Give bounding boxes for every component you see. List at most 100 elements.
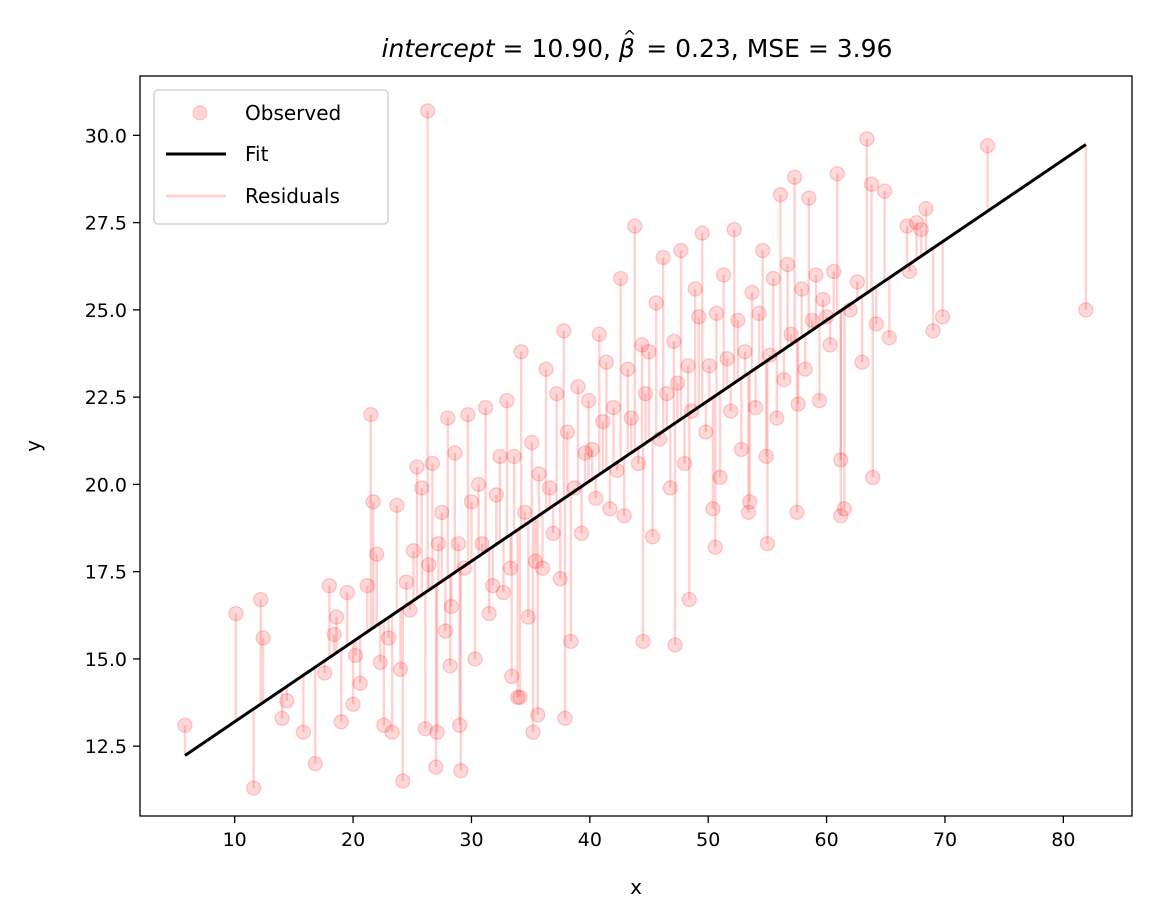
x-tick-label: 70	[933, 829, 957, 851]
observed-point	[307, 755, 323, 772]
observed-point	[485, 577, 501, 594]
observed-point	[326, 626, 342, 643]
observed-point	[328, 609, 345, 625]
observed-point	[559, 424, 576, 440]
observed-point	[669, 375, 686, 391]
observed-point	[815, 291, 831, 308]
observed-point	[398, 574, 415, 590]
observed-point	[876, 183, 893, 199]
observed-point	[474, 536, 490, 552]
observed-point	[676, 455, 693, 472]
observed-point	[833, 508, 849, 524]
observed-point	[548, 385, 565, 402]
observed-point	[707, 539, 724, 555]
legend-fit-label: Fit	[245, 142, 269, 166]
observed-point	[447, 445, 463, 461]
observed-point	[177, 717, 193, 733]
observed-point	[627, 218, 643, 234]
observed-point	[623, 410, 639, 426]
observed-point	[772, 186, 789, 203]
observed-point	[392, 661, 409, 678]
observed-point	[541, 480, 558, 496]
observed-points	[177, 103, 1094, 796]
observed-point	[245, 780, 262, 796]
observed-point	[588, 490, 604, 507]
observed-point	[534, 560, 551, 576]
observed-point	[865, 469, 881, 486]
observed-point	[451, 717, 468, 733]
observed-point	[524, 434, 540, 451]
observed-point	[573, 525, 590, 541]
observed-point	[495, 584, 512, 601]
observed-point	[833, 452, 849, 468]
observed-point	[512, 689, 528, 706]
observed-point	[557, 710, 573, 726]
observed-point	[255, 630, 271, 646]
observed-point	[859, 131, 875, 147]
legend-residuals-label: Residuals	[245, 184, 340, 208]
observed-point	[779, 256, 796, 273]
y-tick-label: 20.0	[85, 474, 127, 496]
title-beta-symbol: β	[618, 34, 635, 63]
observed-point	[863, 176, 880, 192]
observed-point	[339, 584, 355, 601]
observed-point	[453, 762, 469, 779]
y-tick-label: 27.5	[85, 213, 127, 235]
observed-point	[804, 312, 821, 329]
fit-line	[184, 143, 1087, 757]
observed-point	[765, 270, 782, 287]
observed-point	[517, 504, 533, 521]
plot-frame	[139, 75, 1133, 817]
observed-point	[538, 361, 554, 377]
observed-point	[570, 378, 586, 395]
observed-point	[934, 309, 951, 325]
observed-point	[801, 190, 817, 206]
observed-point	[376, 717, 392, 733]
observed-point	[822, 337, 838, 353]
observed-point	[644, 529, 661, 545]
observed-point	[811, 392, 828, 409]
observed-point	[913, 221, 929, 238]
observed-point	[825, 263, 842, 280]
observed-point	[228, 605, 244, 622]
observed-point	[463, 494, 480, 510]
observed-point	[740, 504, 757, 521]
title-intercept-text: = 10.90,	[495, 34, 619, 63]
y-axis-label: y	[21, 440, 45, 452]
observed-point	[751, 305, 767, 322]
observed-point	[723, 403, 739, 419]
observed-point	[504, 668, 520, 685]
observed-point	[737, 344, 753, 360]
observed-point	[295, 724, 312, 740]
legend-observed-marker	[192, 105, 208, 121]
observed-point	[467, 651, 483, 667]
observed-point	[758, 448, 774, 465]
observed-point	[754, 242, 771, 259]
observed-point	[598, 354, 615, 370]
y-tick-label: 22.5	[85, 387, 127, 409]
observed-point	[333, 714, 349, 730]
observed-point	[359, 577, 375, 594]
observed-point	[659, 385, 675, 402]
observed-point	[666, 333, 682, 349]
observed-point	[790, 396, 806, 412]
observed-point	[868, 316, 885, 332]
observed-point	[591, 326, 608, 343]
observed-point	[527, 553, 544, 569]
y-tick-label: 17.5	[85, 562, 127, 584]
observed-point	[849, 274, 866, 290]
observed-point	[506, 448, 522, 465]
observed-point	[747, 399, 764, 416]
observed-point	[365, 494, 381, 510]
observed-point	[616, 508, 632, 524]
observed-point	[667, 637, 683, 653]
observed-point	[708, 305, 725, 322]
observed-point	[556, 323, 572, 339]
observed-point	[691, 309, 707, 325]
observed-point	[443, 598, 460, 615]
observed-point	[648, 295, 664, 311]
x-tick-label: 60	[814, 829, 838, 851]
observed-point	[620, 361, 636, 377]
observed-point	[715, 267, 732, 283]
observed-point	[428, 759, 444, 775]
